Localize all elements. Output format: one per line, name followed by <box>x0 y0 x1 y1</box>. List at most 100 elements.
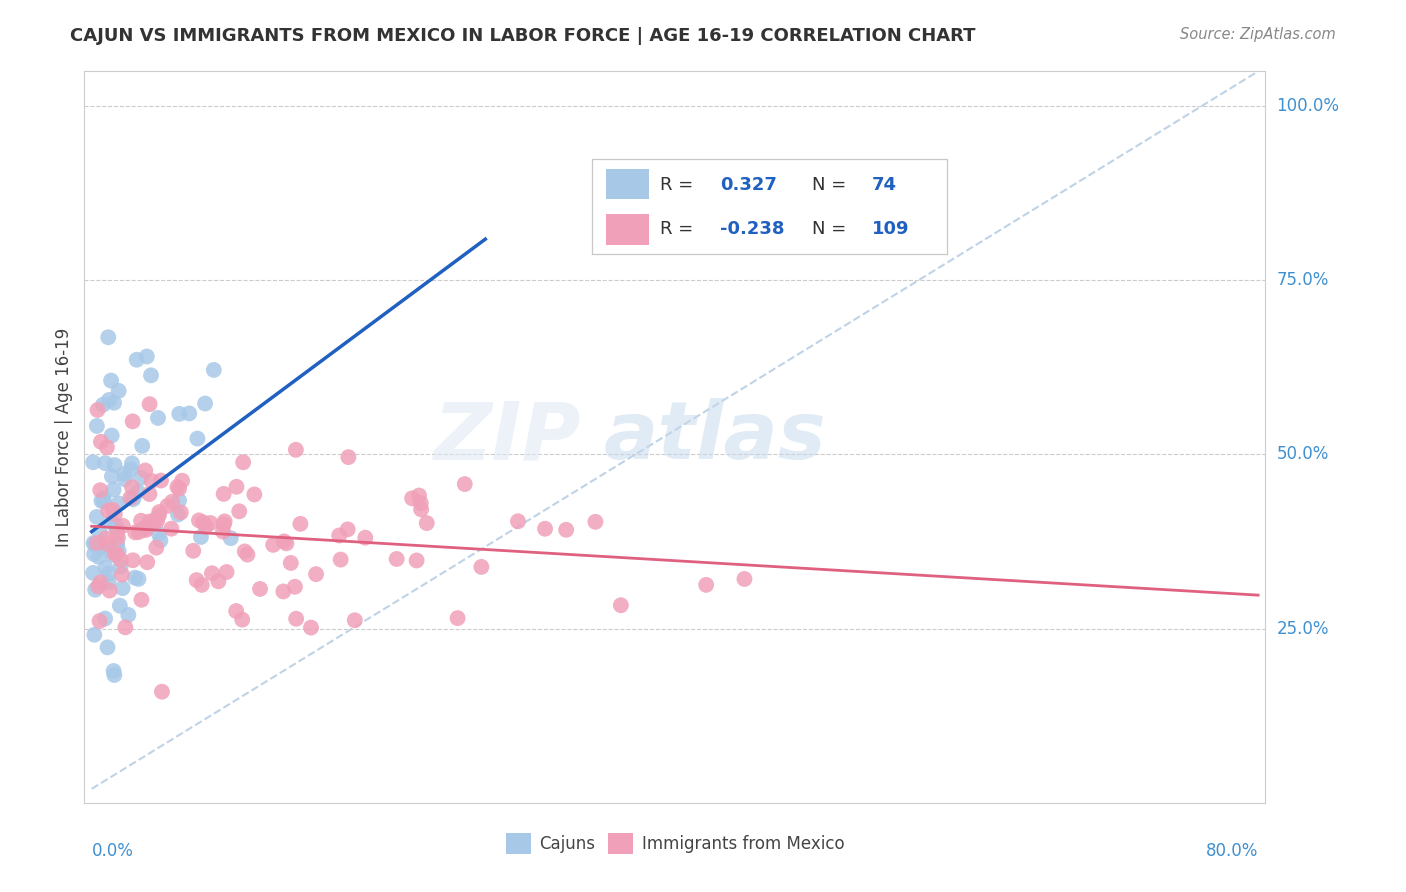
Text: 0.0%: 0.0% <box>91 842 134 860</box>
Point <box>122 490 145 504</box>
Point <box>121 456 143 470</box>
Point <box>733 572 755 586</box>
Point <box>212 524 235 539</box>
Point <box>105 536 128 550</box>
Point <box>149 533 172 548</box>
Point <box>194 396 217 410</box>
Point <box>120 462 142 476</box>
Point <box>134 463 156 477</box>
Point <box>167 407 190 421</box>
Point <box>83 547 105 561</box>
Point <box>186 432 208 446</box>
Point <box>90 541 112 555</box>
Point <box>405 553 427 567</box>
Text: ZIP: ZIP <box>433 398 581 476</box>
Point <box>610 598 633 612</box>
Point <box>124 525 146 540</box>
Point <box>132 522 155 536</box>
Point <box>112 467 135 481</box>
Point <box>214 515 236 529</box>
Point <box>101 548 124 562</box>
Point <box>103 668 125 682</box>
Point <box>114 620 136 634</box>
Point <box>225 604 247 618</box>
Point <box>446 611 468 625</box>
Point <box>111 519 134 533</box>
Point <box>100 428 122 442</box>
Point <box>131 439 153 453</box>
Point <box>249 582 271 596</box>
Point <box>131 592 153 607</box>
Point <box>305 567 328 582</box>
Point <box>555 523 578 537</box>
Point <box>232 455 254 469</box>
Point <box>124 571 146 585</box>
Point <box>103 396 125 410</box>
Point <box>231 613 253 627</box>
Text: 80.0%: 80.0% <box>1206 842 1258 860</box>
Point <box>284 580 307 594</box>
Point <box>181 543 204 558</box>
Point <box>107 531 129 545</box>
Point <box>97 537 120 551</box>
Point <box>86 403 108 417</box>
Point <box>136 555 159 569</box>
Point <box>207 574 229 589</box>
Point <box>212 487 235 501</box>
Point <box>96 640 118 655</box>
Point <box>243 487 266 501</box>
Point <box>262 538 284 552</box>
Point <box>125 352 148 367</box>
Point <box>166 480 188 494</box>
Point <box>194 519 217 533</box>
Point <box>98 392 121 407</box>
Legend: Cajuns, Immigrants from Mexico: Cajuns, Immigrants from Mexico <box>499 827 851 860</box>
Point <box>343 613 366 627</box>
Point <box>284 442 307 457</box>
Text: 25.0%: 25.0% <box>1277 620 1329 638</box>
Point <box>111 567 134 582</box>
Point <box>90 493 112 508</box>
Point <box>103 483 125 497</box>
Point <box>416 516 439 530</box>
Point <box>94 456 117 470</box>
Point <box>186 573 208 587</box>
Point <box>129 514 152 528</box>
Point <box>219 531 242 545</box>
Point <box>167 508 190 522</box>
Point <box>100 515 122 529</box>
Point <box>104 518 127 533</box>
Point <box>148 508 170 523</box>
Point <box>280 556 302 570</box>
Point <box>90 575 112 590</box>
Point <box>146 514 169 528</box>
Point <box>534 522 557 536</box>
Point <box>114 472 136 486</box>
Point <box>93 494 115 508</box>
Point <box>135 350 157 364</box>
Point <box>100 374 122 388</box>
Point <box>86 509 108 524</box>
Point <box>191 578 214 592</box>
Point <box>138 397 160 411</box>
Point <box>160 522 183 536</box>
Point <box>328 528 350 542</box>
Point <box>89 526 111 541</box>
Point <box>138 487 160 501</box>
Point <box>104 547 127 561</box>
Point <box>94 532 117 546</box>
Point <box>82 566 104 580</box>
Point <box>583 515 606 529</box>
Point <box>83 628 105 642</box>
Point <box>84 582 107 597</box>
Point <box>101 469 124 483</box>
Point <box>273 534 295 549</box>
Point <box>107 496 129 510</box>
Point <box>96 440 118 454</box>
Point <box>172 474 194 488</box>
Point <box>121 414 143 428</box>
Point <box>146 411 169 425</box>
Point <box>94 560 117 574</box>
Point <box>212 517 235 532</box>
Point <box>83 537 105 551</box>
